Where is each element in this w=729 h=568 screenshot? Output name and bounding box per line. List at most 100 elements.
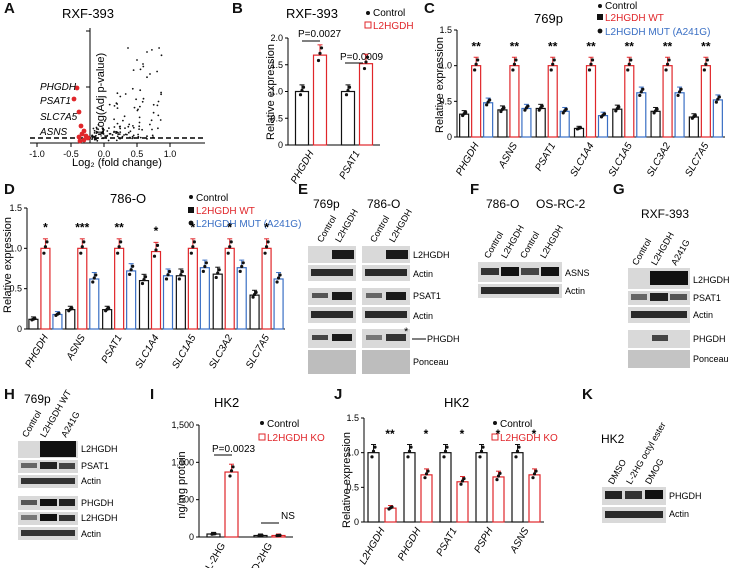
- data-point: [154, 248, 158, 252]
- data-point: [478, 455, 482, 459]
- point: [96, 139, 99, 142]
- panel-c-legend-wt: L2HGDH WT: [605, 13, 664, 24]
- point: [138, 116, 141, 119]
- point: [160, 93, 163, 96]
- panel-k-row-1: PHGDH: [669, 491, 702, 501]
- panel-e-row-3: PSAT1: [413, 291, 441, 301]
- ytick-label: 2.0: [270, 33, 283, 43]
- data-point: [278, 273, 282, 277]
- ytick-label: 1,000: [171, 457, 194, 467]
- point: [113, 126, 116, 128]
- point: [97, 133, 100, 136]
- panel-h-cell: 769p: [24, 392, 51, 406]
- data-point: [164, 277, 169, 281]
- data-point: [445, 445, 449, 449]
- significance-star: **: [510, 40, 520, 54]
- data-point: [70, 306, 74, 310]
- significance-star: *: [496, 427, 501, 441]
- data-point: [512, 62, 517, 66]
- data-point: [638, 93, 642, 98]
- point: [139, 136, 142, 139]
- point: [150, 119, 153, 122]
- data-point: [116, 251, 120, 255]
- data-point: [278, 533, 282, 537]
- point: [93, 129, 96, 132]
- significance-star: *: [460, 427, 465, 441]
- data-point: [551, 62, 555, 66]
- data-point: [229, 469, 234, 473]
- significance-star: **: [701, 40, 711, 54]
- data-point: [254, 290, 258, 295]
- data-point: [488, 98, 492, 102]
- point: [119, 95, 122, 98]
- data-point: [251, 295, 255, 299]
- data-point: [473, 68, 477, 72]
- significance-star: **: [663, 40, 673, 54]
- point: [97, 128, 100, 131]
- point: [133, 106, 136, 109]
- point: [146, 138, 148, 140]
- panel-h-row-4: PHGDH: [81, 498, 114, 508]
- data-point: [523, 108, 527, 112]
- data-point: [364, 60, 368, 64]
- red-point: [77, 138, 83, 144]
- point: [124, 133, 127, 136]
- data-point: [240, 264, 244, 269]
- red-point: [85, 135, 91, 141]
- data-point: [45, 240, 49, 244]
- point: [102, 137, 105, 140]
- panel-g-row-3: Actin: [693, 310, 713, 320]
- point: [106, 134, 109, 137]
- data-point: [511, 68, 515, 72]
- panel-b-title: RXF-393: [286, 6, 338, 21]
- panel-label-g: G: [613, 181, 625, 198]
- point: [106, 130, 109, 132]
- a-xtick-label: 0.5: [131, 149, 144, 159]
- panel-d-title: 786-O: [110, 191, 146, 206]
- data-point: [140, 281, 145, 286]
- data-point: [526, 104, 530, 108]
- panel-label-k: K: [582, 386, 593, 403]
- point: [158, 47, 161, 49]
- panel-f-cell-2: OS-RC-2: [536, 197, 586, 211]
- a-xtick-label: 1.0: [164, 149, 177, 159]
- panel-i-ylabel: ng/mg protein: [176, 451, 188, 518]
- red-point: [79, 131, 85, 137]
- panel-c-legend-control: Control: [605, 1, 637, 12]
- data-point: [275, 280, 279, 284]
- ytick-label: 0: [354, 517, 359, 527]
- panel-g-row-1: L2HGDH: [693, 275, 729, 285]
- data-point: [602, 112, 607, 116]
- point: [115, 130, 117, 133]
- panel-e-row-6: Ponceau: [413, 357, 449, 367]
- point: [129, 130, 132, 133]
- data-point: [82, 240, 86, 244]
- data-point: [514, 455, 518, 459]
- gene-label-phgdh: PHGDH: [40, 82, 77, 93]
- panel-label-i: I: [150, 386, 155, 403]
- point: [95, 127, 98, 130]
- panel-b-pval-1: P=0.0027: [298, 29, 342, 40]
- data-point: [107, 306, 111, 310]
- point: [152, 111, 155, 114]
- panel-e-cell-769p: 769p: [313, 197, 340, 211]
- point: [138, 125, 141, 128]
- point: [101, 130, 104, 133]
- point: [104, 135, 106, 137]
- data-point: [79, 251, 83, 255]
- data-point: [639, 90, 643, 94]
- panel-h-row-1: L2HGDH: [81, 444, 118, 454]
- point: [151, 128, 153, 131]
- point: [152, 136, 155, 139]
- data-point: [92, 276, 96, 280]
- data-point: [204, 261, 208, 265]
- data-point: [241, 261, 245, 265]
- point: [96, 137, 99, 140]
- data-point: [362, 66, 367, 71]
- a-xtick-label: 0.0: [98, 149, 111, 159]
- panel-d-ylabel: Relative expression: [2, 217, 14, 313]
- point: [132, 69, 135, 71]
